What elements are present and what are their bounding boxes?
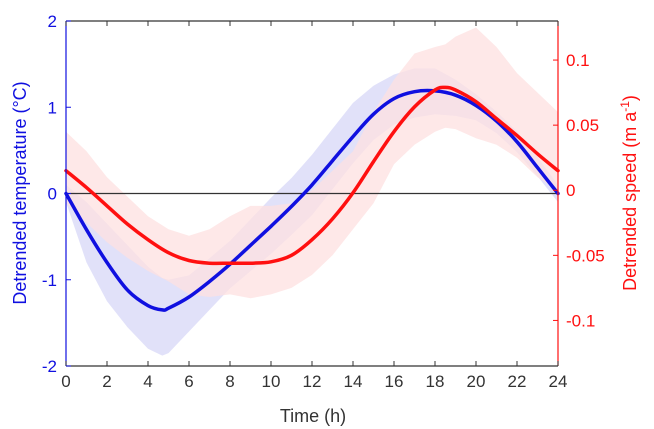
y-left-tick-label: -1: [42, 271, 57, 290]
x-tick-label: 4: [143, 372, 152, 391]
y-left-tick-label: 0: [48, 185, 57, 204]
speed-uncertainty-band: [66, 27, 558, 299]
x-axis-title: Time (h): [280, 406, 346, 426]
x-tick-label: 24: [549, 372, 568, 391]
y-left-tick-label: 1: [48, 98, 57, 117]
x-tick-label: 0: [61, 372, 70, 391]
series-lines: [64, 85, 560, 312]
y-right-tick-label: -0.05: [566, 246, 605, 265]
axes: 0 2 4 6 8 10 12 14 16 18 20 22 24-2-1012-0.1-0.0500.…: [42, 12, 605, 391]
x-tick-label: 12: [303, 372, 322, 391]
x-tick-label: 10: [262, 372, 281, 391]
y-right-tick-label: 0.05: [566, 116, 599, 135]
y-right-axis-title-exponent: -1: [618, 101, 632, 112]
x-tick-label: 2: [102, 372, 111, 391]
x-tick-label: 18: [426, 372, 445, 391]
x-tick-label: 6: [184, 372, 193, 391]
y-right-tick-label: 0: [566, 181, 575, 200]
y-right-tick-label: -0.1: [566, 311, 595, 330]
y-right-axis-title-main: Detrended speed (m a: [620, 111, 640, 291]
y-left-tick-label: 2: [48, 12, 57, 31]
y-right-axis-title: Detrended speed (m a-1): [618, 95, 640, 291]
temperature-mean-line: [64, 88, 560, 312]
y-right-axis-title-close: ): [620, 95, 640, 101]
y-right-tick-label: 0.1: [566, 51, 590, 70]
x-tick-label: 22: [508, 372, 527, 391]
confidence-bands: [66, 27, 558, 356]
y-left-axis-title: Detrended temperature (°C): [10, 81, 30, 304]
x-tick-label: 8: [225, 372, 234, 391]
x-tick-label: 20: [467, 372, 486, 391]
y-left-tick-label: -2: [42, 357, 57, 376]
x-tick-label: 14: [344, 372, 363, 391]
x-tick-label: 16: [385, 372, 404, 391]
speed-mean-line: [64, 85, 560, 266]
